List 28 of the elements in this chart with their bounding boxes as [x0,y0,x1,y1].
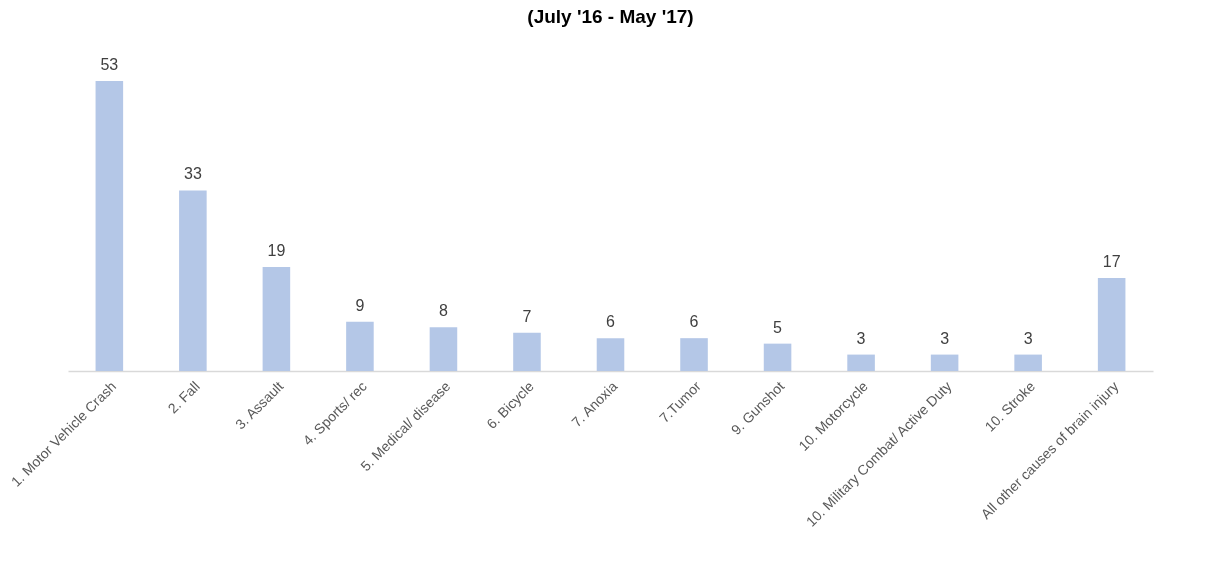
bar [262,267,291,371]
data-label: 8 [439,302,448,320]
data-label: 33 [183,165,202,183]
data-label: 53 [100,56,119,73]
bar [1097,277,1126,371]
bar [680,338,708,371]
data-label: 3 [856,329,866,347]
bar [1014,354,1042,371]
bar [429,327,458,371]
bar [95,81,124,371]
bar [596,338,625,371]
bar [763,343,792,371]
data-label: 9 [355,296,365,314]
data-label: 6 [606,313,616,331]
data-label: 6 [689,313,699,331]
data-label: 3 [1023,329,1033,347]
data-label: 5 [773,318,783,336]
data-label: 19 [267,242,286,260]
bar [346,321,374,371]
bar [513,332,541,371]
data-label: 3 [940,329,950,347]
x-tick-label: 2. Fall [164,378,203,417]
data-label: 7 [522,307,532,325]
bar [930,354,959,371]
bar [847,354,875,371]
chart-title: (July '16 - May '17) [527,6,694,27]
bar [179,190,207,371]
data-label: 17 [1102,252,1121,270]
